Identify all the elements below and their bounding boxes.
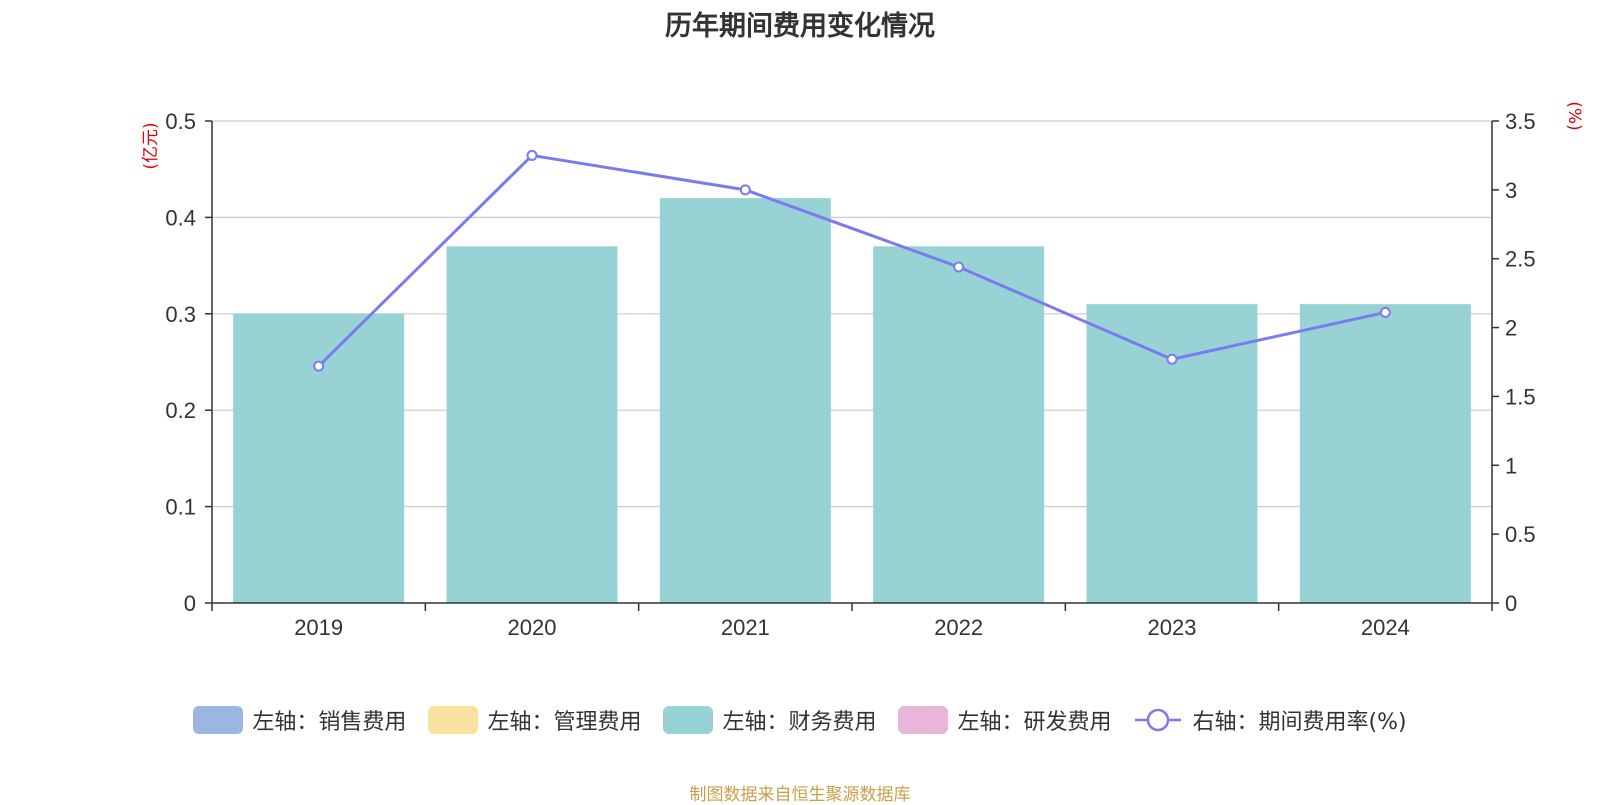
bar-series — [233, 198, 1471, 603]
left-tick-label: 0 — [184, 591, 196, 616]
left-tick-label: 0.1 — [165, 495, 196, 520]
right-tick-label: 1 — [1505, 453, 1517, 478]
right-tick-label: 2 — [1505, 316, 1517, 341]
right-axis-unit-label: (%) — [1564, 101, 1584, 130]
legend-item[interactable]: 左轴：财务费用 — [663, 704, 876, 736]
grid-lines — [212, 120, 1492, 508]
line-series — [313, 149, 1391, 372]
bar-2021[interactable] — [659, 198, 831, 603]
x-tick-label: 2019 — [294, 615, 343, 640]
source-note: 制图数据来自恒生聚源数据库 — [689, 785, 911, 805]
axes — [205, 120, 1499, 611]
right-tick-label: 3 — [1505, 178, 1517, 203]
legend-swatch — [663, 706, 714, 734]
legend-label: 右轴：期间费用率(%) — [1192, 710, 1407, 735]
right-tick-label: 2.5 — [1505, 247, 1536, 272]
left-tick-label: 0.3 — [165, 302, 196, 327]
legend-label: 左轴：销售费用 — [252, 710, 407, 735]
x-tick-label: 2020 — [508, 615, 557, 640]
right-tick-label: 0 — [1505, 591, 1517, 616]
legend-label: 左轴：管理费用 — [487, 710, 642, 735]
legend-item[interactable]: 右轴：期间费用率(%) — [1133, 704, 1407, 736]
x-tick-label: 2024 — [1361, 615, 1410, 640]
x-tick-label: 2021 — [721, 615, 770, 640]
chart-plot: 0 0.1 0.2 0.3 0.4 0.5 0 0.5 1 1.5 2 2.5 3 3.5 2019 2020… — [141, 101, 1584, 640]
left-axis-unit-label: (亿元) — [141, 122, 161, 169]
rate-point-2019[interactable] — [313, 360, 325, 372]
rate-point-2024[interactable] — [1379, 306, 1391, 318]
right-tick-label: 1.5 — [1505, 384, 1536, 409]
x-tick-label: 2023 — [1148, 615, 1197, 640]
legend-swatch — [898, 706, 949, 734]
legend-item[interactable]: 左轴：研发费用 — [898, 704, 1111, 736]
x-tick-label: 2022 — [934, 615, 983, 640]
legend-label: 左轴：财务费用 — [722, 710, 877, 735]
left-tick-label: 0.4 — [165, 205, 196, 230]
rate-point-2022[interactable] — [953, 261, 965, 273]
legend-swatch — [428, 706, 479, 734]
axis-labels: 0 0.1 0.2 0.3 0.4 0.5 0 0.5 1 1.5 2 2.5 3 3.5 2019 2020… — [141, 101, 1584, 640]
rate-point-2020[interactable] — [526, 149, 538, 161]
right-tick-label: 0.5 — [1505, 522, 1536, 547]
legend-swatch — [193, 706, 244, 734]
chart-title: 历年期间费用变化情况 — [665, 11, 935, 42]
rate-point-2023[interactable] — [1166, 353, 1178, 365]
legend-label: 左轴：研发费用 — [957, 710, 1112, 735]
legend-item[interactable]: 左轴：管理费用 — [428, 704, 641, 736]
bar-2020[interactable] — [446, 246, 618, 603]
legend-line-marker-icon — [1135, 708, 1182, 732]
rate-line — [317, 153, 1386, 368]
rate-point-2021[interactable] — [739, 184, 751, 196]
legend-item[interactable]: 左轴：销售费用 — [193, 704, 406, 736]
bar-2019[interactable] — [233, 313, 405, 603]
left-tick-label: 0.5 — [165, 109, 196, 134]
bar-2024[interactable] — [1299, 304, 1471, 603]
legend: 左轴：销售费用 左轴：管理费用 左轴：财务费用 左轴：研发费用 右轴：期间费用率(%) — [0, 704, 1600, 736]
bar-2022[interactable] — [873, 246, 1045, 603]
bar-2023[interactable] — [1086, 304, 1258, 603]
right-tick-label: 3.5 — [1505, 109, 1536, 134]
left-tick-label: 0.2 — [165, 398, 196, 423]
